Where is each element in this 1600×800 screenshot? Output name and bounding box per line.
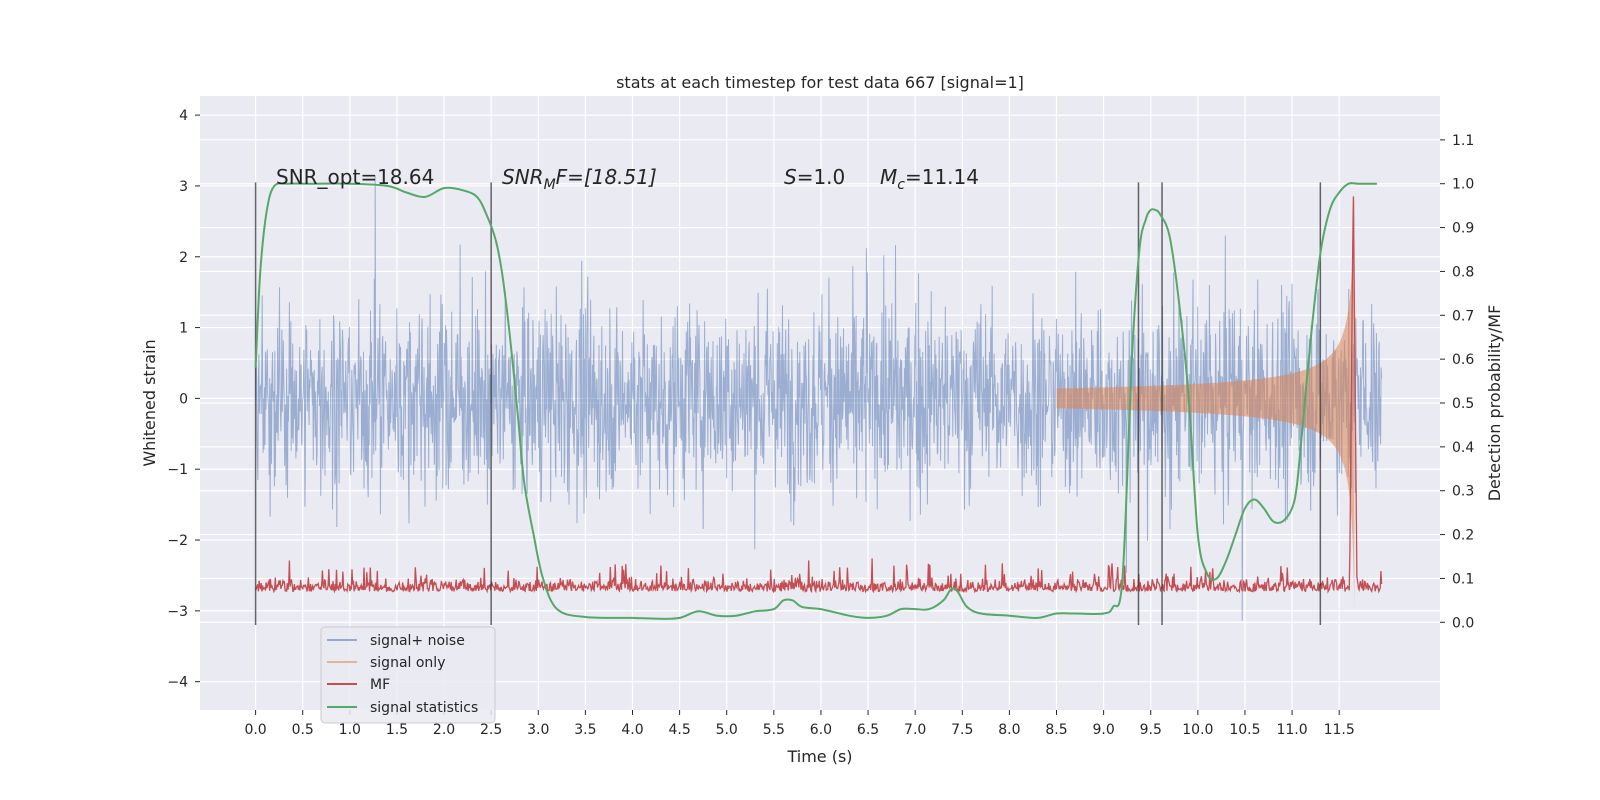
x-tick-label: 10.0 xyxy=(1182,722,1213,738)
chart-title: stats at each timestep for test data 667… xyxy=(616,73,1024,92)
x-tick-label: 9.0 xyxy=(1092,722,1114,738)
y-right-tick-label: 0.2 xyxy=(1452,528,1474,544)
y-left-tick-label: −2 xyxy=(167,533,188,549)
annotation-s: S=1.0 xyxy=(784,165,845,189)
legend-label-mf: MF xyxy=(370,677,390,693)
y-right-tick-label: 0.6 xyxy=(1452,352,1474,368)
x-tick-label: 1.0 xyxy=(339,722,361,738)
x-tick-label: 6.5 xyxy=(857,722,879,738)
series-mf xyxy=(255,196,1383,594)
y-left-tick-label: 1 xyxy=(179,321,188,337)
y-axis-right-label: Detection probability/MF xyxy=(1485,305,1504,502)
x-tick-label: 10.5 xyxy=(1229,722,1260,738)
y-left-tick-label: −1 xyxy=(167,462,188,478)
x-tick-label: 7.0 xyxy=(904,722,926,738)
y-right-ticks: 1.1 1.0 0.9 0.8 0.7 0.6 0.5 0.4 0.3 0.2 0.1 0.0 xyxy=(1440,133,1474,631)
signal-only-envelope xyxy=(1056,191,1355,606)
y-right-tick-label: 0.3 xyxy=(1452,484,1474,500)
y-axis-left-label: Whitened strain xyxy=(140,339,159,466)
x-tick-label: 0.5 xyxy=(292,722,314,738)
y-left-tick-label: −3 xyxy=(167,604,188,620)
x-tick-label: 11.5 xyxy=(1324,722,1355,738)
x-tick-label: 7.5 xyxy=(951,722,973,738)
legend: signal+ noise signal only MF signal stat… xyxy=(320,626,496,724)
legend-label-signal-only: signal only xyxy=(370,655,445,671)
x-tick-label: 1.5 xyxy=(386,722,408,738)
annotation-snr-mf: SNRMF=[18.51] xyxy=(502,165,657,193)
x-tick-label: 8.0 xyxy=(998,722,1020,738)
x-tick-label: 2.0 xyxy=(433,722,455,738)
y-left-tick-label: 0 xyxy=(179,391,188,407)
y-right-tick-label: 0.1 xyxy=(1452,571,1474,587)
x-tick-label: 5.5 xyxy=(763,722,785,738)
y-left-ticks: 4 3 2 1 0 −1 −2 −3 −4 xyxy=(167,108,200,691)
x-tick-label: 3.0 xyxy=(527,722,549,738)
mf-line xyxy=(255,196,1383,594)
x-tick-label: 8.5 xyxy=(1045,722,1067,738)
series-signal-only xyxy=(1056,191,1355,606)
y-right-tick-label: 0.5 xyxy=(1452,396,1474,412)
signal-statistics-line xyxy=(254,182,1377,620)
x-tick-label: 3.5 xyxy=(574,722,596,738)
x-tick-label: 9.5 xyxy=(1140,722,1162,738)
y-right-tick-label: 1.0 xyxy=(1452,177,1474,193)
y-left-tick-label: −4 xyxy=(167,675,188,691)
y-left-tick-label: 3 xyxy=(179,179,188,195)
y-right-tick-label: 1.1 xyxy=(1452,133,1474,149)
x-tick-label: 4.5 xyxy=(668,722,690,738)
legend-box xyxy=(320,626,496,724)
y-right-tick-label: 0.9 xyxy=(1452,221,1474,237)
annotation-mc: Mc=11.14 xyxy=(880,165,979,193)
x-tick-label: 11.0 xyxy=(1276,722,1307,738)
y-right-tick-label: 0.7 xyxy=(1452,308,1474,324)
annotation-snr-opt: SNR_opt=18.64 xyxy=(276,165,434,189)
x-ticks: 0.0 0.5 1.0 1.5 2.0 2.5 3.0 3.5 4.0 4.5 5.0 5.5 6.0 6… xyxy=(244,710,1355,738)
y-left-tick-label: 4 xyxy=(179,108,188,124)
vertical-markers xyxy=(254,182,1322,626)
y-right-tick-label: 0.0 xyxy=(1452,615,1474,631)
legend-label-signal-noise: signal+ noise xyxy=(370,633,465,649)
x-tick-label: 2.5 xyxy=(480,722,502,738)
x-axis-label: Time (s) xyxy=(786,747,852,766)
y-right-tick-label: 0.8 xyxy=(1452,264,1474,280)
x-tick-label: 0.0 xyxy=(244,722,266,738)
y-left-tick-label: 2 xyxy=(179,250,188,266)
x-tick-label: 4.0 xyxy=(621,722,643,738)
y-right-tick-label: 0.4 xyxy=(1452,440,1474,456)
series-signal-statistics xyxy=(254,182,1377,620)
x-tick-label: 5.0 xyxy=(716,722,738,738)
x-tick-label: 6.0 xyxy=(810,722,832,738)
legend-label-signal-statistics: signal statistics xyxy=(370,700,478,716)
